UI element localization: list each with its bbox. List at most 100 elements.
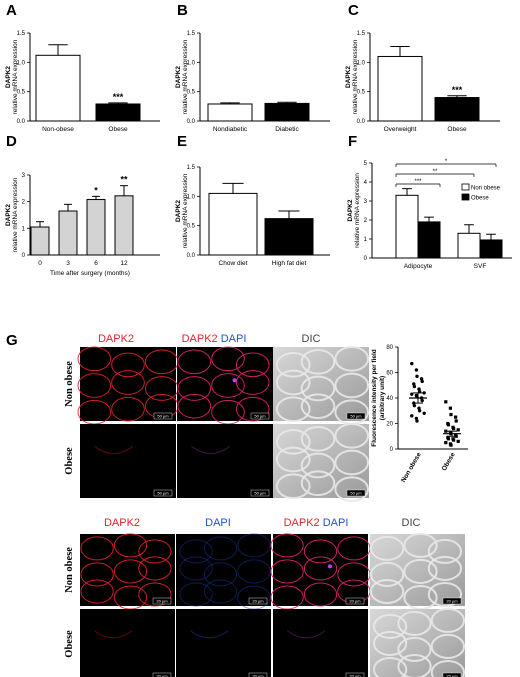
y-axis-label-line2: relative mRNA expression	[12, 39, 19, 114]
scatter-point	[444, 429, 448, 433]
scale-bar-box	[248, 597, 268, 605]
y-tick-label: 0.0	[357, 119, 366, 125]
y-tick-label: 1.5	[187, 31, 196, 37]
scale-bar-label: 50 µm	[157, 490, 169, 495]
nucleus	[328, 564, 332, 569]
legend-swatch	[461, 193, 470, 201]
scale-bar-box	[442, 672, 462, 677]
cell-outline	[303, 556, 338, 581]
scatter-point	[414, 368, 419, 372]
cell-outline	[77, 373, 112, 398]
panel-label: D	[6, 133, 17, 150]
scatter-point	[415, 374, 419, 379]
scatter-point	[412, 384, 417, 389]
cell-outline	[235, 370, 270, 395]
x-category-label: 6	[94, 260, 98, 267]
y-tick-label: 0	[390, 447, 394, 453]
bracket-label: **	[433, 169, 438, 175]
scatter-point	[448, 406, 452, 410]
x-category-label: Diabetic	[275, 126, 299, 133]
cell-outline	[237, 585, 271, 610]
scatter-point	[422, 391, 426, 395]
cell-outline	[203, 562, 238, 587]
scale-bar-box	[442, 597, 462, 605]
cell-outline	[369, 535, 405, 561]
scatter-point	[417, 387, 421, 391]
scale-bar-box	[345, 672, 365, 677]
bar	[30, 226, 50, 256]
cell-outline	[235, 396, 270, 422]
y-tick-label: 0.5	[187, 90, 196, 96]
column-label-part: DAPK2	[284, 517, 320, 529]
cell-outline	[369, 561, 405, 587]
significance-label: ***	[452, 85, 463, 95]
panel-label: F	[348, 133, 357, 150]
scale-bar-box	[152, 597, 172, 605]
bar	[114, 195, 134, 256]
cell-outline	[427, 555, 463, 581]
micrograph-merge: 20 µm	[270, 533, 371, 610]
column-label-part: DAPK2	[98, 333, 134, 345]
bar	[35, 54, 81, 122]
micrograph-red: 20 µm	[80, 533, 175, 610]
y-tick-label: 4	[364, 180, 368, 186]
column-label: DAPK2 DAPI	[182, 333, 247, 345]
cell-outline	[270, 533, 304, 558]
scale-bar-box	[153, 412, 173, 420]
micrograph-dic: 50 µm	[273, 422, 370, 503]
cell-outline	[372, 630, 408, 656]
significance-label: **	[120, 175, 128, 185]
image-background	[176, 609, 271, 677]
cell-outline	[430, 633, 466, 659]
y-tick-label: 0.5	[17, 90, 26, 96]
image-background	[273, 534, 368, 606]
cell-outline	[275, 351, 311, 378]
scatter-point	[449, 412, 453, 417]
cell-outline	[111, 396, 145, 422]
bar	[479, 239, 503, 259]
cell-outline	[334, 345, 370, 372]
scale-bar-box	[250, 489, 270, 497]
image-background	[177, 424, 273, 498]
micrograph-dic: 20 µm	[370, 607, 466, 677]
scale-bar-box	[248, 672, 268, 677]
cell-outline	[275, 428, 311, 455]
cell-outline	[300, 348, 336, 375]
scatter-point	[412, 403, 417, 408]
image-background	[273, 609, 368, 677]
scatter-point	[444, 441, 448, 445]
bracket-label: *	[445, 159, 448, 165]
scale-bar-label: 50 µm	[254, 413, 266, 418]
panel-label: B	[177, 2, 188, 19]
cell-outline	[303, 539, 338, 564]
faint-signal	[286, 630, 326, 639]
cell-outline	[303, 582, 338, 607]
scatter-point	[417, 406, 421, 410]
scale-bar-label: 20 µm	[446, 673, 458, 677]
row-label: Non obese	[64, 547, 75, 593]
cell-outline	[237, 533, 271, 558]
scatter-point	[446, 423, 450, 427]
column-label-part: DAPI	[320, 517, 349, 529]
y-axis-label-line2: relative mRNA expression	[182, 39, 189, 114]
cell-outline	[203, 579, 238, 604]
y-tick-label: 1.0	[357, 60, 366, 66]
cell-outline	[179, 556, 213, 581]
scale-bar-label: 50 µm	[254, 490, 266, 495]
cell-outline	[275, 473, 311, 500]
cell-outline	[334, 449, 370, 476]
bar	[264, 102, 310, 122]
cell-outline	[334, 372, 370, 399]
y-tick-label: 2	[364, 218, 368, 224]
scale-bar-label: 20 µm	[156, 673, 168, 677]
chart-panel-e: E 0.0 0.5 1.0 1.5 DAPK2 relative mRNA expressi…	[175, 133, 330, 267]
x-category-label: Obese	[108, 126, 128, 133]
scale-bar-label: 50 µm	[157, 413, 169, 418]
scatter-point	[410, 414, 414, 418]
y-tick-label: 1.0	[187, 194, 196, 200]
cell-outline	[430, 607, 466, 633]
y-axis-label-line2: relative mRNA expression	[354, 173, 361, 248]
scale-bar-box	[346, 412, 366, 420]
